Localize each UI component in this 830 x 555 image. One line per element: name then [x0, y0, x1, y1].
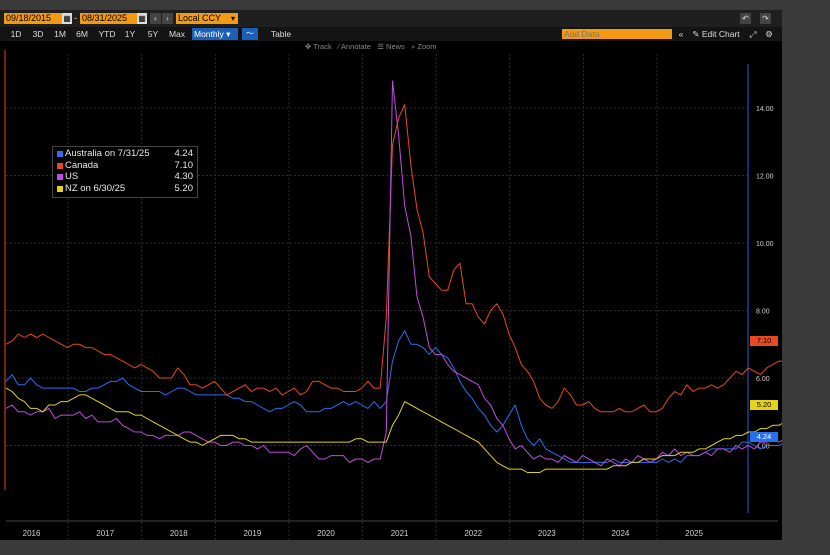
gear-icon[interactable]: ⚙	[765, 29, 773, 39]
zoom-button[interactable]: ⌕ Zoom	[411, 42, 437, 51]
legend-swatch	[57, 185, 63, 192]
x-tick-label: 2018	[170, 529, 188, 538]
edit-chart-button[interactable]: ✎ Edit Chart	[692, 29, 740, 39]
legend-entry: US 4.30	[53, 171, 197, 183]
y-tick-label: 6.00	[756, 376, 770, 383]
chart-window: 09/18/2015 ▦ - 08/31/2025 ▦ ‹ › Local CC…	[0, 10, 782, 540]
legend-value: 5.20	[174, 182, 194, 194]
annotate-button[interactable]: ⁄ Annotate	[337, 42, 371, 51]
last-value-tag: 7.10	[750, 335, 778, 346]
period-1y[interactable]: 1Y	[124, 29, 136, 39]
currency-dropdown-icon[interactable]: ▾	[228, 13, 238, 24]
redo-icon[interactable]: ↷	[760, 13, 771, 24]
series-line-us	[5, 80, 782, 467]
toolbar-row-2: 1D 3D 1M 6M YTD 1Y 5Y Max Monthly ▾ 〜 Ta…	[0, 27, 782, 41]
period-5y[interactable]: 5Y	[147, 29, 159, 39]
legend-label: Australia on 7/31/25	[65, 148, 150, 159]
legend-swatch	[57, 162, 63, 169]
y-tick-label: 14.00	[756, 106, 774, 113]
period-max[interactable]: Max	[168, 29, 186, 39]
legend-entry: Australia on 7/31/25 4.24	[53, 148, 197, 160]
series-line-canada	[5, 104, 782, 413]
x-tick-label: 2016	[23, 529, 41, 538]
x-tick-label: 2020	[317, 529, 335, 538]
collapse-icon[interactable]: «	[678, 29, 684, 39]
series-line-australia	[5, 330, 782, 463]
last-value-tag: 5.20	[750, 400, 778, 410]
y-tick-label: 8.00	[756, 309, 770, 316]
y-tick-label: 10.00	[756, 241, 774, 248]
news-label: News	[386, 42, 405, 51]
y-tick-label: 4.00	[756, 444, 770, 451]
period-1d[interactable]: 1D	[10, 29, 22, 39]
toolbar-row-1: 09/18/2015 ▦ - 08/31/2025 ▦ ‹ › Local CC…	[0, 10, 782, 27]
frequency-select[interactable]: Monthly ▾	[192, 28, 238, 40]
x-tick-label: 2024	[612, 529, 630, 538]
legend-value: 4.30	[174, 171, 194, 182]
start-calendar-icon[interactable]: ▦	[62, 13, 72, 24]
x-tick-label: 2021	[391, 529, 409, 538]
legend-swatch	[57, 174, 63, 180]
start-date-field[interactable]: 09/18/2015	[4, 13, 62, 24]
date-separator: -	[74, 13, 77, 23]
expand-icon[interactable]: ⤢	[749, 29, 757, 39]
chevron-left-icon[interactable]: ‹	[150, 13, 161, 24]
undo-icon[interactable]: ↶	[740, 13, 751, 24]
last-value-tag: 4.24	[750, 432, 778, 443]
legend-label: NZ on 6/30/25	[65, 182, 126, 194]
x-tick-label: 2023	[538, 529, 556, 538]
currency-select[interactable]: Local CCY	[176, 13, 228, 24]
legend-label: Canada	[65, 159, 99, 171]
legend-label: US	[65, 171, 79, 182]
legend-swatch	[57, 151, 63, 157]
legend-value: 7.10	[174, 159, 194, 171]
add-data-input[interactable]	[562, 29, 672, 39]
end-date-field[interactable]: 08/31/2025	[80, 13, 137, 24]
period-ytd[interactable]: YTD	[98, 29, 116, 39]
line-chart-icon[interactable]: 〜	[242, 28, 258, 40]
x-tick-label: 2025	[685, 529, 703, 538]
x-tick-label: 2017	[96, 529, 114, 538]
table-button[interactable]: Table	[270, 29, 292, 39]
zoom-label: Zoom	[417, 42, 437, 51]
period-1m[interactable]: 1M	[54, 29, 66, 39]
frequency-label: Monthly	[194, 29, 224, 39]
x-tick-label: 2022	[464, 529, 482, 538]
news-button[interactable]: ☰ News	[377, 42, 405, 51]
y-tick-label: 12.00	[756, 174, 774, 181]
period-6m[interactable]: 6M	[76, 29, 88, 39]
line-chart: 4.00 6.00 8.00 10.00 12.00 14.00 2016 2017 2018 2…	[4, 50, 782, 540]
chart-legend: Australia on 7/31/25 4.24 Canada 7.10 US 4.30…	[52, 146, 198, 198]
track-button[interactable]: ✥ Track	[305, 42, 332, 51]
annotate-label: Annotate	[340, 42, 371, 51]
series-line-nz	[5, 387, 782, 473]
legend-entry: Canada 7.10	[53, 160, 197, 172]
end-calendar-icon[interactable]: ▦	[137, 13, 147, 24]
period-3d[interactable]: 3D	[32, 29, 44, 39]
x-tick-label: 2019	[243, 529, 261, 538]
chevron-right-icon[interactable]: ›	[162, 13, 173, 24]
track-label: Track	[313, 42, 332, 51]
annotation-bar: ✥ Track ⁄ Annotate ☰ News ⌕ Zoom	[305, 41, 437, 53]
legend-value: 4.24	[174, 148, 194, 159]
legend-entry: NZ on 6/30/25 5.20	[53, 183, 197, 195]
edit-chart-label: Edit Chart	[701, 29, 740, 39]
